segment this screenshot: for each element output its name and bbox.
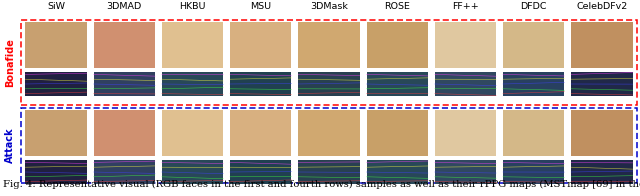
Bar bbox=[367, 160, 428, 184]
Bar bbox=[26, 110, 87, 156]
Bar bbox=[230, 72, 291, 96]
Text: Attack: Attack bbox=[5, 128, 15, 163]
Bar bbox=[435, 110, 496, 156]
Bar bbox=[298, 110, 360, 156]
Text: 3DMask: 3DMask bbox=[310, 2, 348, 11]
Text: HKBU: HKBU bbox=[179, 2, 206, 11]
Bar bbox=[503, 72, 564, 96]
Text: Fig. 4: Representative visual (RGB faces in the first and fourth rows) samples a: Fig. 4: Representative visual (RGB faces… bbox=[3, 180, 640, 189]
Bar bbox=[162, 160, 223, 184]
Bar bbox=[435, 160, 496, 184]
Bar bbox=[367, 22, 428, 68]
Text: Bonafide: Bonafide bbox=[5, 38, 15, 87]
Bar bbox=[571, 160, 632, 184]
Text: SiW: SiW bbox=[47, 2, 65, 11]
Text: ROSE: ROSE bbox=[384, 2, 410, 11]
Bar bbox=[93, 72, 155, 96]
Bar bbox=[571, 72, 632, 96]
Bar bbox=[162, 22, 223, 68]
Bar bbox=[298, 22, 360, 68]
Bar bbox=[571, 22, 632, 68]
Bar bbox=[503, 160, 564, 184]
Text: FF++: FF++ bbox=[452, 2, 479, 11]
Bar bbox=[26, 22, 87, 68]
Bar bbox=[93, 22, 155, 68]
Bar bbox=[503, 110, 564, 156]
Bar bbox=[571, 110, 632, 156]
Bar bbox=[298, 160, 360, 184]
Bar bbox=[162, 110, 223, 156]
Text: CelebDFv2: CelebDFv2 bbox=[576, 2, 627, 11]
Bar bbox=[367, 110, 428, 156]
Bar bbox=[93, 160, 155, 184]
Bar bbox=[26, 160, 87, 184]
Bar bbox=[230, 160, 291, 184]
Text: 3DMAD: 3DMAD bbox=[107, 2, 142, 11]
Bar bbox=[367, 72, 428, 96]
Bar bbox=[298, 72, 360, 96]
Text: DFDC: DFDC bbox=[520, 2, 547, 11]
Bar bbox=[26, 72, 87, 96]
Bar bbox=[230, 22, 291, 68]
Bar bbox=[93, 110, 155, 156]
Bar bbox=[230, 110, 291, 156]
Bar bbox=[503, 22, 564, 68]
Bar bbox=[435, 72, 496, 96]
Bar bbox=[162, 72, 223, 96]
Text: MSU: MSU bbox=[250, 2, 271, 11]
Bar bbox=[435, 22, 496, 68]
